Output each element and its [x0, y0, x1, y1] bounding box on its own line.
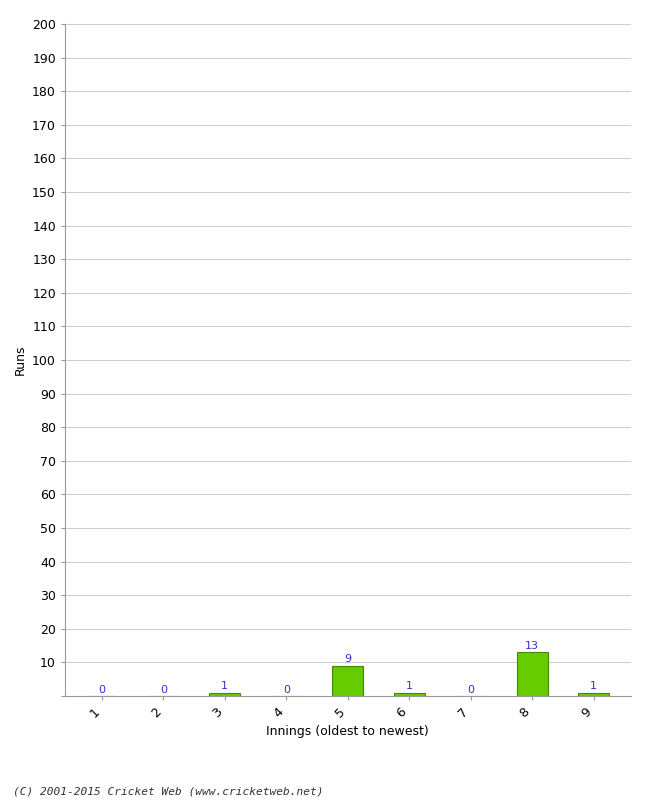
Bar	[332, 666, 363, 696]
Text: 1: 1	[221, 682, 228, 691]
Bar	[394, 693, 424, 696]
Bar	[517, 652, 547, 696]
Bar	[578, 693, 609, 696]
X-axis label: Innings (oldest to newest): Innings (oldest to newest)	[266, 726, 429, 738]
Bar	[209, 693, 240, 696]
Text: 13: 13	[525, 641, 539, 651]
Y-axis label: Runs: Runs	[14, 345, 27, 375]
Text: 1: 1	[406, 682, 413, 691]
Text: (C) 2001-2015 Cricket Web (www.cricketweb.net): (C) 2001-2015 Cricket Web (www.cricketwe…	[13, 786, 324, 796]
Text: 0: 0	[283, 685, 290, 694]
Text: 0: 0	[160, 685, 167, 694]
Text: 9: 9	[344, 654, 351, 665]
Text: 1: 1	[590, 682, 597, 691]
Text: 0: 0	[467, 685, 474, 694]
Text: 0: 0	[98, 685, 105, 694]
